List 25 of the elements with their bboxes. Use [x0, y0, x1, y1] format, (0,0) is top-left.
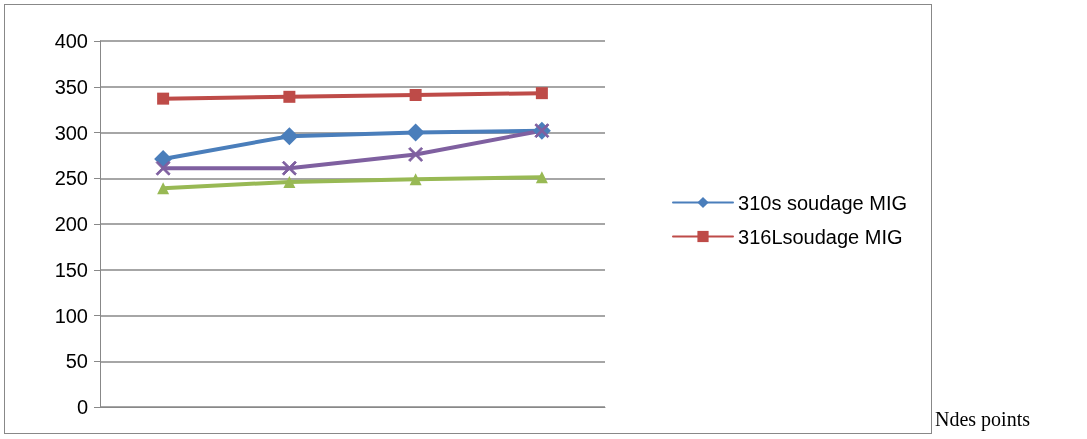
y-tick-label: 0 [76, 396, 88, 418]
point [408, 146, 424, 162]
y-tick-label: 100 [54, 304, 88, 327]
point [406, 123, 425, 142]
point [535, 171, 548, 184]
point [281, 160, 297, 176]
point [280, 127, 299, 146]
point [283, 175, 296, 188]
point [409, 173, 422, 186]
y-tick-label: 400 [54, 30, 88, 52]
point [157, 182, 170, 195]
point [155, 160, 171, 176]
y-tick-label: 50 [65, 350, 88, 373]
point [409, 88, 422, 101]
point [283, 90, 296, 103]
legend-label: 310s soudage MIG [738, 191, 908, 214]
legend-label: 316Lsoudage MIG [738, 225, 903, 248]
y-tick-label: 150 [54, 258, 88, 281]
text: Ndes points [935, 408, 1030, 431]
y-tick-label: 250 [54, 167, 88, 190]
point [535, 87, 548, 100]
point [157, 92, 170, 105]
y-tick-label: 200 [54, 213, 88, 235]
y-tick-label: 350 [54, 75, 88, 98]
y-tick-label: 300 [54, 121, 88, 144]
